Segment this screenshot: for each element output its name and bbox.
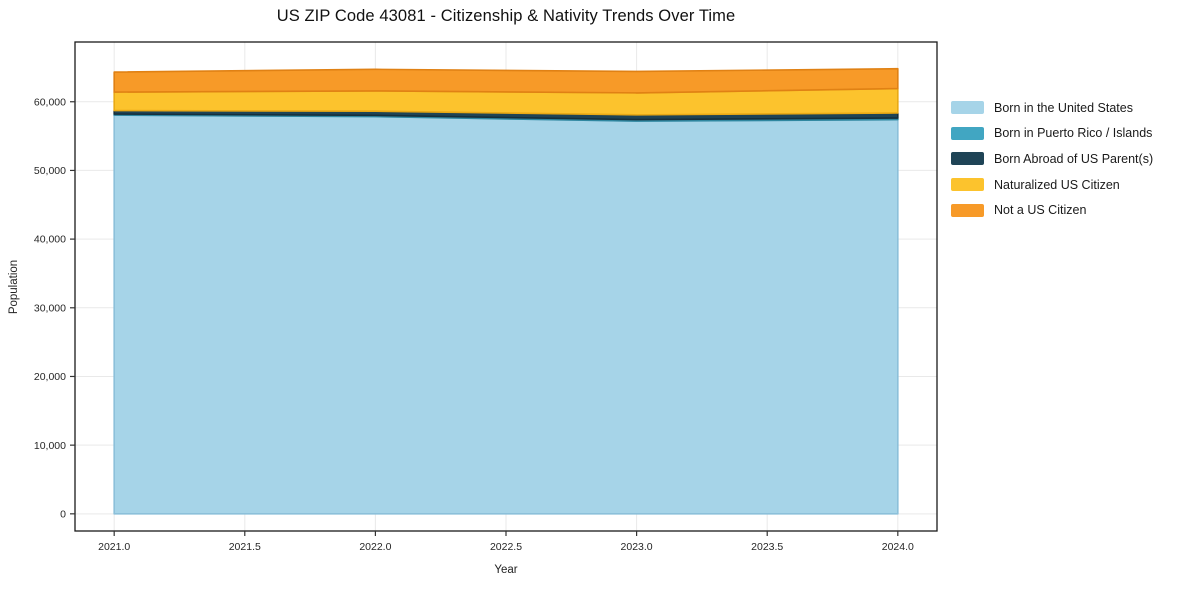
legend-swatch-not-citizen (951, 203, 984, 217)
x-tick-label: 2022.0 (359, 541, 391, 553)
chart-title: US ZIP Code 43081 - Citizenship & Nativi… (276, 7, 736, 25)
axis-ticks: 2021.0 2021.5 2022.0 2022.5 2023.0 2023.5 2024… (34, 96, 914, 553)
y-tick-label: 50,000 (34, 165, 66, 177)
y-tick-label: 20,000 (34, 371, 66, 383)
x-tick-label: 2022.5 (490, 541, 522, 553)
x-tick-label: 2023.5 (751, 541, 783, 553)
legend-label-not-citizen: Not a US Citizen (994, 203, 1087, 218)
x-tick-label: 2021.0 (98, 541, 130, 553)
legend-swatch-born-us (951, 101, 984, 115)
x-tick-label: 2021.5 (229, 541, 261, 553)
x-axis-label: Year (494, 564, 518, 576)
y-tick-label: 10,000 (34, 440, 66, 452)
y-tick-label: 60,000 (34, 96, 66, 108)
legend-label-born-us: Born in the United States (994, 100, 1133, 115)
legend-swatch-puerto-rico (951, 126, 984, 140)
legend: Born in the United States Born in Puerto… (951, 95, 1153, 223)
legend-swatch-naturalized (951, 178, 984, 192)
y-tick-label: 30,000 (34, 302, 66, 314)
y-axis-label: Population (8, 259, 20, 315)
legend-item-born-abroad: Born Abroad of US Parent(s) (951, 146, 1153, 172)
area-series-4 (113, 67, 899, 94)
y-tick-label: 40,000 (34, 234, 66, 246)
legend-swatch-born-abroad (951, 152, 984, 166)
area-series-0 (113, 114, 899, 515)
area-series-group (113, 67, 899, 515)
legend-item-naturalized: Naturalized US Citizen (951, 172, 1153, 198)
x-tick-label: 2023.0 (621, 541, 653, 553)
legend-label-naturalized: Naturalized US Citizen (994, 177, 1120, 192)
legend-item-not-citizen: Not a US Citizen (951, 197, 1153, 223)
legend-item-born-us: Born in the United States (951, 95, 1153, 121)
legend-label-born-abroad: Born Abroad of US Parent(s) (994, 151, 1154, 166)
legend-label-puerto-rico: Born in Puerto Rico / Islands (994, 126, 1153, 141)
x-tick-label: 2024.0 (882, 541, 914, 553)
legend-item-puerto-rico: Born in Puerto Rico / Islands (951, 121, 1153, 147)
y-tick-label: 0 (60, 508, 66, 520)
